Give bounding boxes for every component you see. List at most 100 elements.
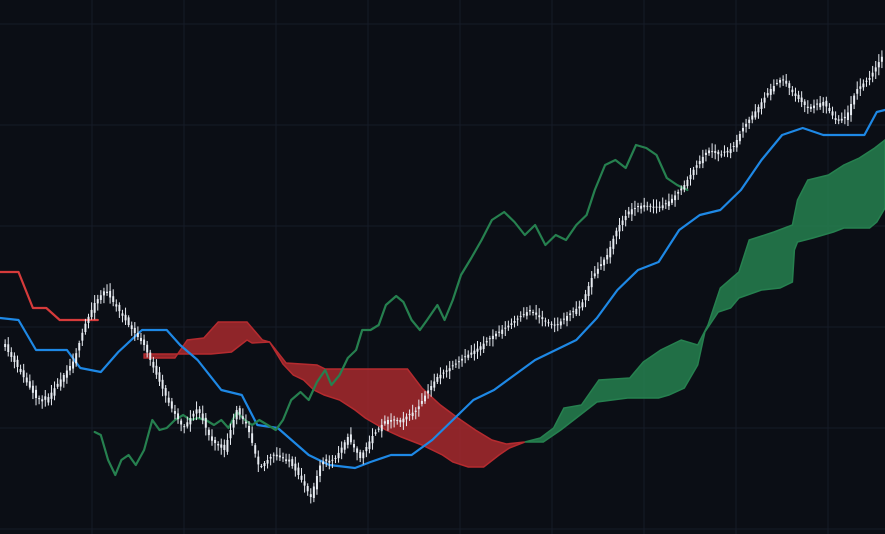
candle-body <box>251 433 254 443</box>
candle-body <box>837 119 840 121</box>
candle-body <box>451 365 454 367</box>
candle-body <box>491 335 494 340</box>
candle-body <box>337 452 340 459</box>
candle-body <box>825 100 828 107</box>
candle-body <box>25 377 28 383</box>
candle-body <box>482 343 485 350</box>
candle-body <box>877 62 880 68</box>
candle-body <box>692 169 695 176</box>
candle-body <box>309 494 312 497</box>
candle-body <box>303 481 306 486</box>
candle-body <box>328 460 331 463</box>
candle-body <box>291 459 294 466</box>
candle-body <box>229 430 232 439</box>
candle-body <box>615 230 618 237</box>
candle-body <box>575 308 578 315</box>
candle-body <box>831 111 834 116</box>
candle-body <box>133 327 136 333</box>
candle-body <box>745 123 748 127</box>
candle-body <box>457 361 460 363</box>
candle-body <box>464 356 467 358</box>
candle-body <box>377 428 380 430</box>
candle-body <box>865 80 868 82</box>
candle-body <box>868 78 871 80</box>
candle-body <box>371 436 374 444</box>
candle-body <box>38 398 41 400</box>
candle-body <box>207 429 210 436</box>
candle-body <box>436 377 439 382</box>
candle-body <box>572 311 575 313</box>
candle-body <box>603 259 606 266</box>
candle-body <box>519 316 522 318</box>
candle-body <box>769 89 772 95</box>
candle-body <box>775 83 778 84</box>
candle-body <box>532 311 535 313</box>
candle-body <box>146 344 149 353</box>
candle-body <box>670 198 673 203</box>
candle-body <box>584 294 587 301</box>
candle-body <box>461 358 464 361</box>
candle-body <box>226 440 229 452</box>
candle-body <box>386 420 389 425</box>
candle-body <box>53 388 56 396</box>
candle-body <box>343 442 346 450</box>
candle-body <box>390 420 393 422</box>
candle-body <box>155 365 158 375</box>
ichimoku-cloud <box>143 139 885 468</box>
candle-body <box>569 313 572 315</box>
candle-body <box>87 316 90 323</box>
candle-body <box>633 208 636 210</box>
candle-body <box>834 118 837 120</box>
candle-body <box>738 134 741 142</box>
candle-body <box>680 188 683 191</box>
candle-body <box>152 361 155 368</box>
candle-body <box>806 106 809 108</box>
candle-body <box>732 146 735 147</box>
candle-body <box>124 314 127 321</box>
candle-body <box>797 94 800 99</box>
candle-body <box>68 366 71 371</box>
candle-body <box>507 325 510 328</box>
candle-body <box>840 118 843 121</box>
candle-body <box>334 458 337 460</box>
candle-body <box>331 459 334 461</box>
candle-body <box>677 191 680 194</box>
candle-body <box>822 102 825 106</box>
candle-body <box>683 185 686 190</box>
candle-body <box>195 409 198 414</box>
candle-body <box>442 372 445 374</box>
candle-body <box>470 352 473 355</box>
candle-body <box>695 165 698 168</box>
candle-body <box>772 86 775 92</box>
candle-body <box>31 385 34 393</box>
candle-body <box>748 119 751 123</box>
candle-body <box>177 413 180 420</box>
candle-body <box>535 312 538 315</box>
candle-body <box>220 444 223 448</box>
candle-body <box>374 432 377 434</box>
candle-body <box>843 116 846 119</box>
candle-body <box>785 80 788 84</box>
candle-body <box>528 310 531 312</box>
candle-body <box>698 161 701 164</box>
candle-body <box>312 486 315 498</box>
candle-body <box>167 397 170 403</box>
price-candles <box>4 50 883 504</box>
candle-body <box>272 454 275 456</box>
candle-body <box>183 426 186 428</box>
candle-body <box>846 112 849 121</box>
candle-body <box>93 303 96 313</box>
candle-body <box>47 397 50 403</box>
candle-body <box>294 463 297 471</box>
candle-body <box>495 333 498 337</box>
candle-body <box>41 399 44 402</box>
candle-body <box>850 104 853 116</box>
candle-body <box>424 395 427 402</box>
candle-body <box>544 320 547 322</box>
candle-body <box>649 205 652 207</box>
candle-body <box>862 83 865 88</box>
candle-body <box>828 107 831 111</box>
candle-body <box>454 363 457 365</box>
candle-body <box>269 457 272 459</box>
candle-body <box>241 416 244 419</box>
